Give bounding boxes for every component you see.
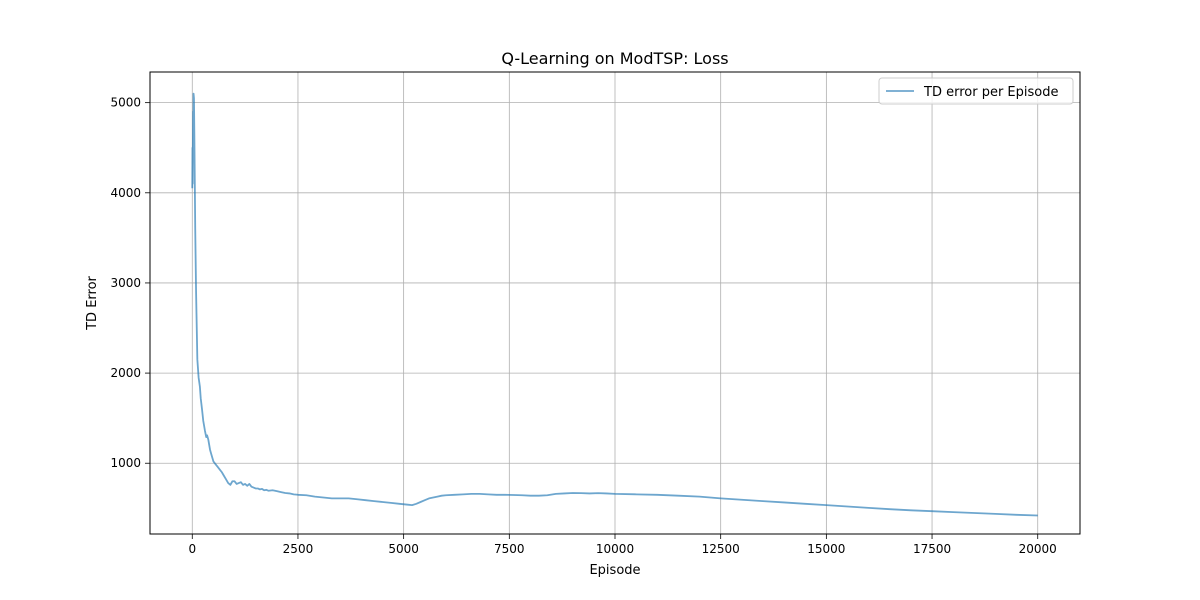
x-tick-label: 5000 (388, 542, 419, 556)
x-tick-label: 20000 (1019, 542, 1057, 556)
y-tick-label: 2000 (110, 366, 141, 380)
x-tick-label: 7500 (494, 542, 525, 556)
x-tick-label: 17500 (913, 542, 951, 556)
y-axis-label: TD Error (85, 275, 100, 330)
chart-title: Q-Learning on ModTSP: Loss (501, 49, 728, 68)
legend-entry-label: TD error per Episode (923, 85, 1058, 100)
x-tick-label: 2500 (283, 542, 314, 556)
x-tick-label: 10000 (596, 542, 634, 556)
y-tick-label: 3000 (110, 276, 141, 290)
y-tick-label: 4000 (110, 186, 141, 200)
legend-box (878, 77, 1074, 105)
x-tick-label: 12500 (702, 542, 740, 556)
grid-lines (150, 72, 1080, 534)
series-layer (191, 92, 1038, 517)
y-tick-label: 5000 (110, 96, 141, 110)
legend: TD error per Episode (878, 77, 1074, 105)
y-tick-label: 1000 (110, 456, 141, 470)
x-axis-label: Episode (589, 563, 640, 578)
axis-ticks: 0 2500 5000 7500 10000 12500 15000 17500 20000 10… (110, 96, 1056, 556)
series-line-td-error (191, 92, 1038, 517)
x-tick-label: 15000 (807, 542, 845, 556)
x-tick-label: 0 (188, 542, 196, 556)
